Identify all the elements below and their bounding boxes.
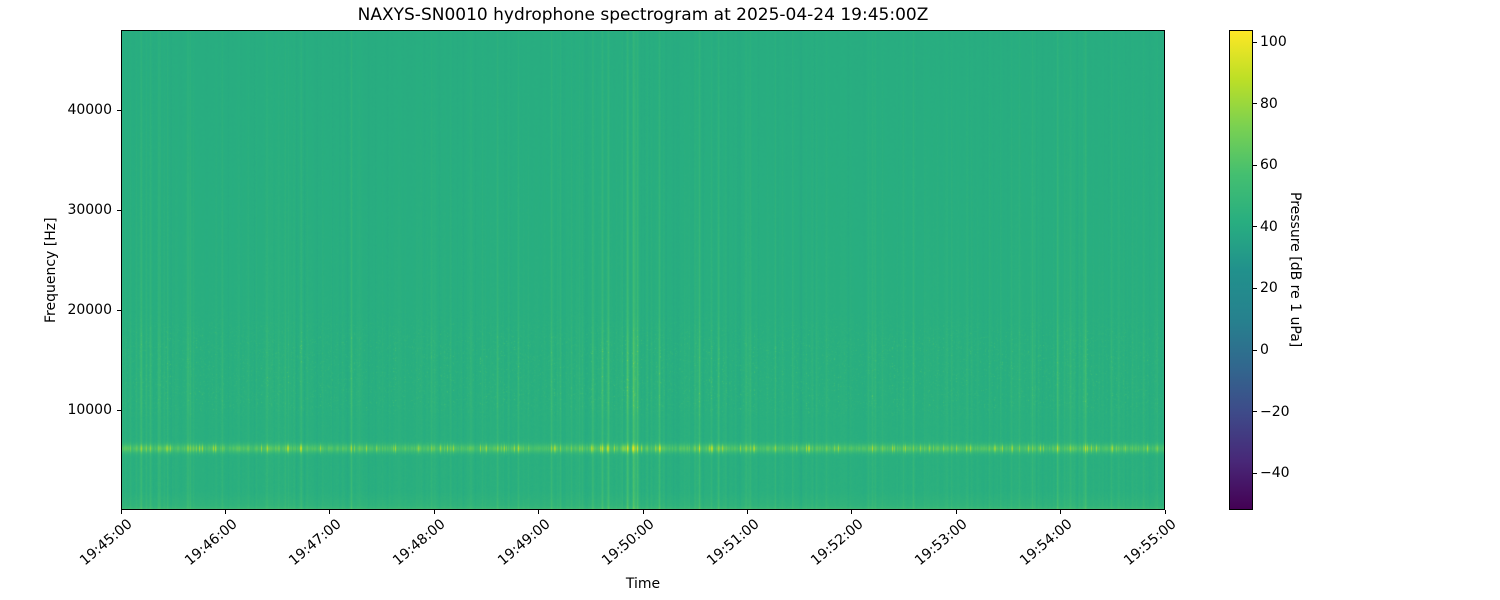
y-tick-mark xyxy=(117,409,121,411)
colorbar-tick-label: 0 xyxy=(1260,342,1269,358)
y-tick-label: 20000 xyxy=(67,302,112,318)
colorbar-tick-label: −40 xyxy=(1260,465,1290,482)
y-tick-label: 10000 xyxy=(67,402,112,418)
x-tick-mark xyxy=(224,510,226,514)
x-tick-label: 19:52:00 xyxy=(807,516,867,569)
colorbar-tick-label: 100 xyxy=(1260,34,1287,51)
x-tick-mark xyxy=(1060,510,1062,514)
x-tick-mark xyxy=(955,510,957,514)
x-tick-label: 19:53:00 xyxy=(912,516,971,569)
colorbar-tick-label: 40 xyxy=(1260,218,1278,235)
x-tick-label: 19:51:00 xyxy=(703,516,763,569)
chart-title: NAXYS-SN0010 hydrophone spectrogram at 2… xyxy=(357,5,929,25)
colorbar-tick-label: 60 xyxy=(1260,157,1278,174)
x-tick-mark xyxy=(1164,510,1166,514)
colorbar-tick-mark xyxy=(1253,411,1257,413)
colorbar-tick-label: −20 xyxy=(1260,403,1290,420)
x-tick-label: 19:46:00 xyxy=(181,516,241,569)
x-tick-mark xyxy=(433,510,435,514)
x-tick-label: 19:48:00 xyxy=(390,516,449,569)
colorbar-tick-mark xyxy=(1253,287,1257,289)
x-axis-label: Time xyxy=(625,576,661,592)
x-tick-mark xyxy=(120,510,122,514)
colorbar-tick-mark xyxy=(1253,103,1257,105)
spectrogram-heatmap xyxy=(121,30,1165,510)
colorbar-tick-label: 20 xyxy=(1260,280,1278,297)
colorbar-label: Pressure [dB re 1 uPa] xyxy=(1287,192,1303,348)
colorbar-tick-mark xyxy=(1253,164,1257,166)
x-tick-mark xyxy=(851,510,853,514)
x-tick-mark xyxy=(746,510,748,514)
y-tick-label: 30000 xyxy=(67,202,112,218)
x-tick-label: 19:47:00 xyxy=(285,516,345,569)
x-tick-label: 19:50:00 xyxy=(599,516,658,569)
y-tick-mark xyxy=(117,209,121,211)
colorbar-tick-mark xyxy=(1253,472,1257,474)
x-tick-mark xyxy=(329,510,331,514)
colorbar xyxy=(1229,30,1253,510)
x-tick-mark xyxy=(538,510,540,514)
x-tick-label: 19:55:00 xyxy=(1121,516,1180,569)
y-tick-label: 40000 xyxy=(67,102,112,118)
y-tick-mark xyxy=(117,309,121,311)
colorbar-tick-mark xyxy=(1253,41,1257,43)
colorbar-tick-label: 80 xyxy=(1260,95,1278,112)
x-tick-label: 19:45:00 xyxy=(77,516,136,569)
colorbar-tick-mark xyxy=(1253,226,1257,228)
x-tick-mark xyxy=(642,510,644,514)
x-tick-label: 19:49:00 xyxy=(494,516,554,569)
y-tick-mark xyxy=(117,109,121,111)
colorbar-tick-mark xyxy=(1253,349,1257,351)
x-tick-label: 19:54:00 xyxy=(1016,516,1076,569)
